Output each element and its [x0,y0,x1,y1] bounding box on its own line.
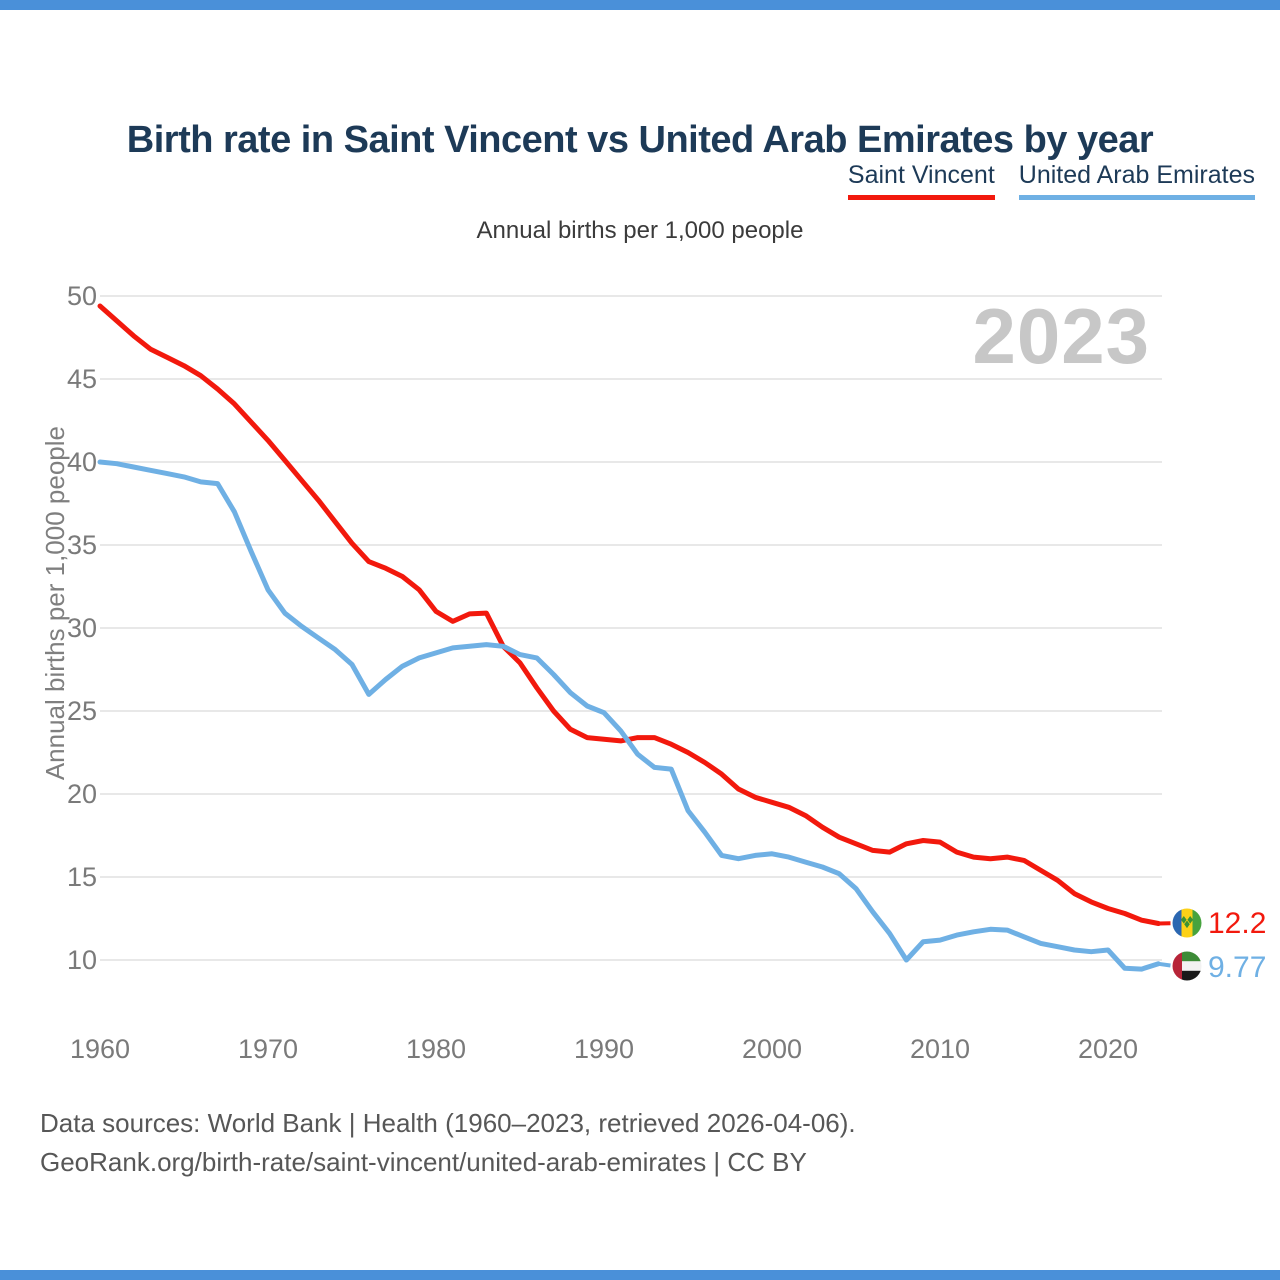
top-accent-bar [0,0,1280,10]
saint-vincent-line [97,303,1161,926]
svg-text:40: 40 [67,447,97,477]
footer: Data sources: World Bank | Health (1960–… [40,1104,856,1182]
uae-line [97,459,1161,972]
svg-text:50: 50 [67,281,97,311]
svg-text:1960: 1960 [70,1034,130,1064]
saint-vincent-end-value: 12.2 [1208,907,1266,940]
svg-text:1990: 1990 [574,1034,634,1064]
saint-vincent-flag-icon [1172,908,1202,938]
svg-text:1970: 1970 [238,1034,298,1064]
svg-text:2010: 2010 [910,1034,970,1064]
legend-item-saint-vincent[interactable]: Saint Vincent [847,161,995,200]
svg-text:2020: 2020 [1078,1034,1138,1064]
x-axis-ticks: 1960 1970 1980 1990 2000 2010 2020 [70,1034,1138,1064]
page-title: Birth rate in Saint Vincent vs United Ar… [126,119,1154,162]
svg-text:25: 25 [67,696,97,726]
svg-text:2000: 2000 [742,1034,802,1064]
gridlines [100,295,1162,961]
chart-subtitle: Annual births per 1,000 people [476,217,804,244]
legend-item-united-arab-emirates[interactable]: United Arab Emirates [1018,161,1255,200]
bottom-accent-bar [0,1270,1280,1280]
uae-flag-icon [1172,951,1202,981]
footer-attribution: GeoRank.org/birth-rate/saint-vincent/uni… [40,1147,807,1177]
svg-text:15: 15 [67,862,97,892]
svg-text:1980: 1980 [406,1034,466,1064]
uae-connector [1158,961,1171,968]
svg-text:30: 30 [67,613,97,643]
y-axis-ticks: 50 45 40 35 30 25 20 15 10 [67,281,97,975]
svg-text:20: 20 [67,779,97,809]
uae-end-value: 9.77 [1208,951,1266,984]
year-watermark: 2023 [972,292,1150,380]
footer-sources: Data sources: World Bank | Health (1960–… [40,1108,856,1138]
svg-text:35: 35 [67,530,97,560]
svg-text:10: 10 [67,945,97,975]
legend: Saint Vincent United Arab Emirates [847,161,1255,200]
svg-text:45: 45 [67,364,97,394]
